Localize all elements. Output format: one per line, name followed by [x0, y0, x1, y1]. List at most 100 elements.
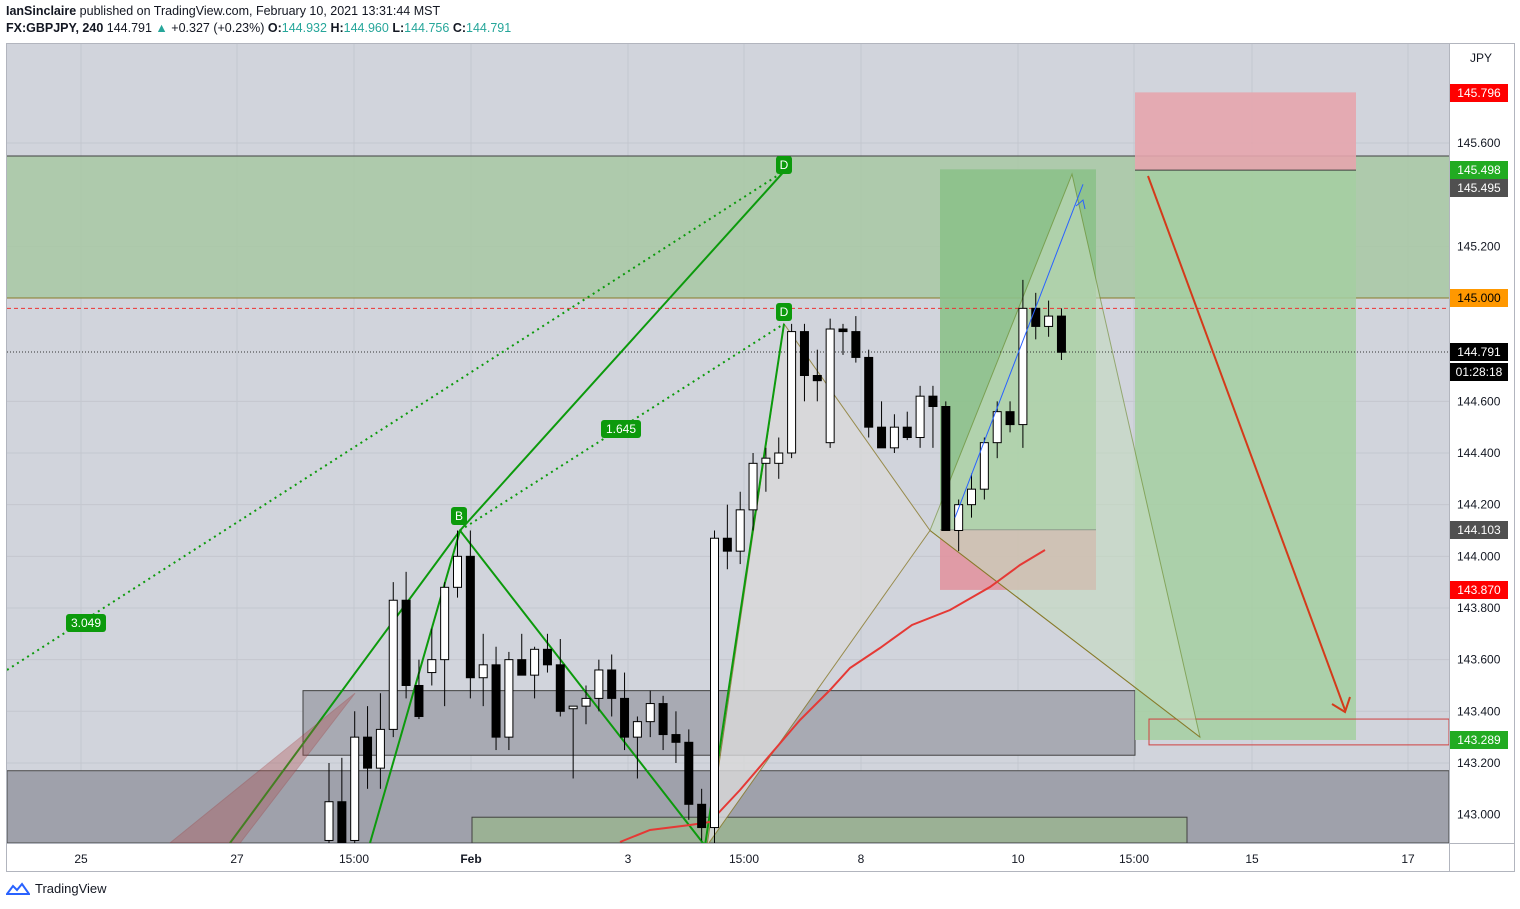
- open-label: O:: [267, 21, 282, 35]
- pattern-label-bg: [601, 420, 641, 438]
- candle-body: [1018, 307, 1028, 426]
- candle-body: [671, 734, 681, 743]
- candle-body: [401, 599, 411, 686]
- price-label: 143.870: [1457, 583, 1501, 597]
- candle-body: [787, 331, 797, 454]
- moving-average-line: [619, 549, 1046, 843]
- candle-body: [440, 586, 450, 661]
- low-label: L:: [392, 21, 405, 35]
- candle-body: [517, 659, 527, 676]
- candle-body: [658, 703, 668, 736]
- time-tick-label: 25: [74, 852, 88, 866]
- candle-body: [915, 395, 925, 439]
- candle-body: [889, 426, 899, 449]
- price-tick-label: 145.600: [1457, 136, 1501, 150]
- price-label-bg: [1450, 289, 1508, 307]
- pattern-label-bg: [776, 303, 792, 321]
- candle-body: [1056, 315, 1066, 353]
- candle-body: [645, 703, 655, 723]
- plot-layer: D D B 1.645 3.049: [7, 44, 1449, 843]
- low-value: 144.756: [404, 21, 450, 35]
- candle-body: [568, 705, 578, 710]
- candle-body: [992, 411, 1002, 444]
- last-price: 144.791: [106, 21, 152, 35]
- candle-body: [607, 669, 617, 699]
- high-value: 144.960: [343, 21, 389, 35]
- candle-body: [774, 452, 784, 464]
- tradingview-brand[interactable]: TradingView: [6, 881, 107, 896]
- target-rect: [1148, 718, 1449, 746]
- candle-body: [414, 684, 424, 717]
- pattern-label: D: [780, 158, 789, 172]
- price-tick-label: 143.400: [1457, 704, 1501, 718]
- price-label: 145.495: [1457, 181, 1501, 195]
- candle-body: [324, 801, 334, 841]
- price-label: 145.000: [1457, 291, 1501, 305]
- candle-body: [632, 721, 642, 738]
- blue-trend-line: [954, 184, 1084, 518]
- pattern-label: 3.049: [71, 616, 101, 630]
- price-label-bg: [1450, 161, 1508, 179]
- close-label: C:: [452, 21, 467, 35]
- candle-body: [941, 406, 951, 531]
- ohlc-line: FX:GBPJPY, 240 144.791 ▲ +0.327 (+0.23%)…: [6, 21, 511, 35]
- pattern-label-bg: [776, 156, 792, 174]
- candle-body: [350, 736, 360, 841]
- candle-body: [555, 664, 565, 712]
- symbol-label: FX:GBPJPY, 240: [6, 21, 104, 35]
- pattern-leg: [929, 530, 1201, 738]
- candle-body: [542, 648, 552, 666]
- price-chart[interactable]: D D B 1.645 3.049 JPY 145.600 145.200 144.600 144…: [0, 0, 1520, 880]
- candle-body: [877, 426, 887, 449]
- price-label: 145.498: [1457, 163, 1501, 177]
- author-name[interactable]: IanSinclaire: [6, 4, 77, 18]
- change-value: +0.327 (+0.23%): [171, 21, 265, 35]
- candle-body: [1031, 307, 1041, 327]
- candle-body: [1005, 411, 1015, 426]
- price-tick-label: 143.800: [1457, 601, 1501, 615]
- brand-name: TradingView: [35, 881, 107, 896]
- open-value: 144.932: [281, 21, 327, 35]
- price-label-bg: [1450, 581, 1508, 599]
- time-tick-label: 15: [1245, 852, 1259, 866]
- candle-body: [825, 328, 835, 444]
- candle-body: [799, 331, 809, 377]
- candle-body: [594, 669, 604, 699]
- pattern-line-1: [229, 323, 785, 843]
- candle-body: [1044, 315, 1054, 327]
- candle-body: [967, 488, 976, 506]
- time-tick-label: Feb: [460, 852, 481, 866]
- price-tick-label: 144.200: [1457, 498, 1501, 512]
- price-tick-label: 143.200: [1457, 756, 1501, 770]
- candle-body: [979, 442, 989, 490]
- time-tick-label: 15:00: [1119, 852, 1149, 866]
- time-tick-label: 27: [230, 852, 244, 866]
- red-forecast-arrow: [1147, 175, 1346, 711]
- blue-arrow-icon: [1075, 199, 1086, 210]
- price-label: 01:28:18: [1456, 365, 1503, 379]
- candle-body: [478, 664, 488, 679]
- tradingview-logo-icon: [6, 881, 30, 895]
- price-tick-label: 143.000: [1457, 808, 1501, 822]
- currency-label: JPY: [1470, 51, 1492, 65]
- time-tick-label: 15:00: [729, 852, 759, 866]
- pattern-line-3: [459, 170, 785, 532]
- time-tick-label: 10: [1011, 852, 1025, 866]
- candle-body: [427, 659, 437, 674]
- candle-body: [684, 741, 694, 805]
- publish-info: published on TradingView.com, February 1…: [79, 4, 441, 18]
- candle-body: [581, 697, 591, 707]
- pattern-red-fill: [169, 692, 356, 843]
- price-tick-label: 144.000: [1457, 549, 1501, 563]
- candle-body: [453, 555, 462, 588]
- candle-body: [530, 648, 540, 676]
- candle-body: [504, 659, 514, 738]
- candle-body: [761, 457, 771, 464]
- pattern-label: 1.645: [606, 422, 636, 436]
- candle-body: [465, 555, 475, 679]
- time-tick-label: 3: [625, 852, 632, 866]
- pattern-label: D: [780, 305, 789, 319]
- price-tick-label: 144.400: [1457, 446, 1501, 460]
- price-tick-label: 144.600: [1457, 394, 1501, 408]
- candle-body: [954, 504, 964, 531]
